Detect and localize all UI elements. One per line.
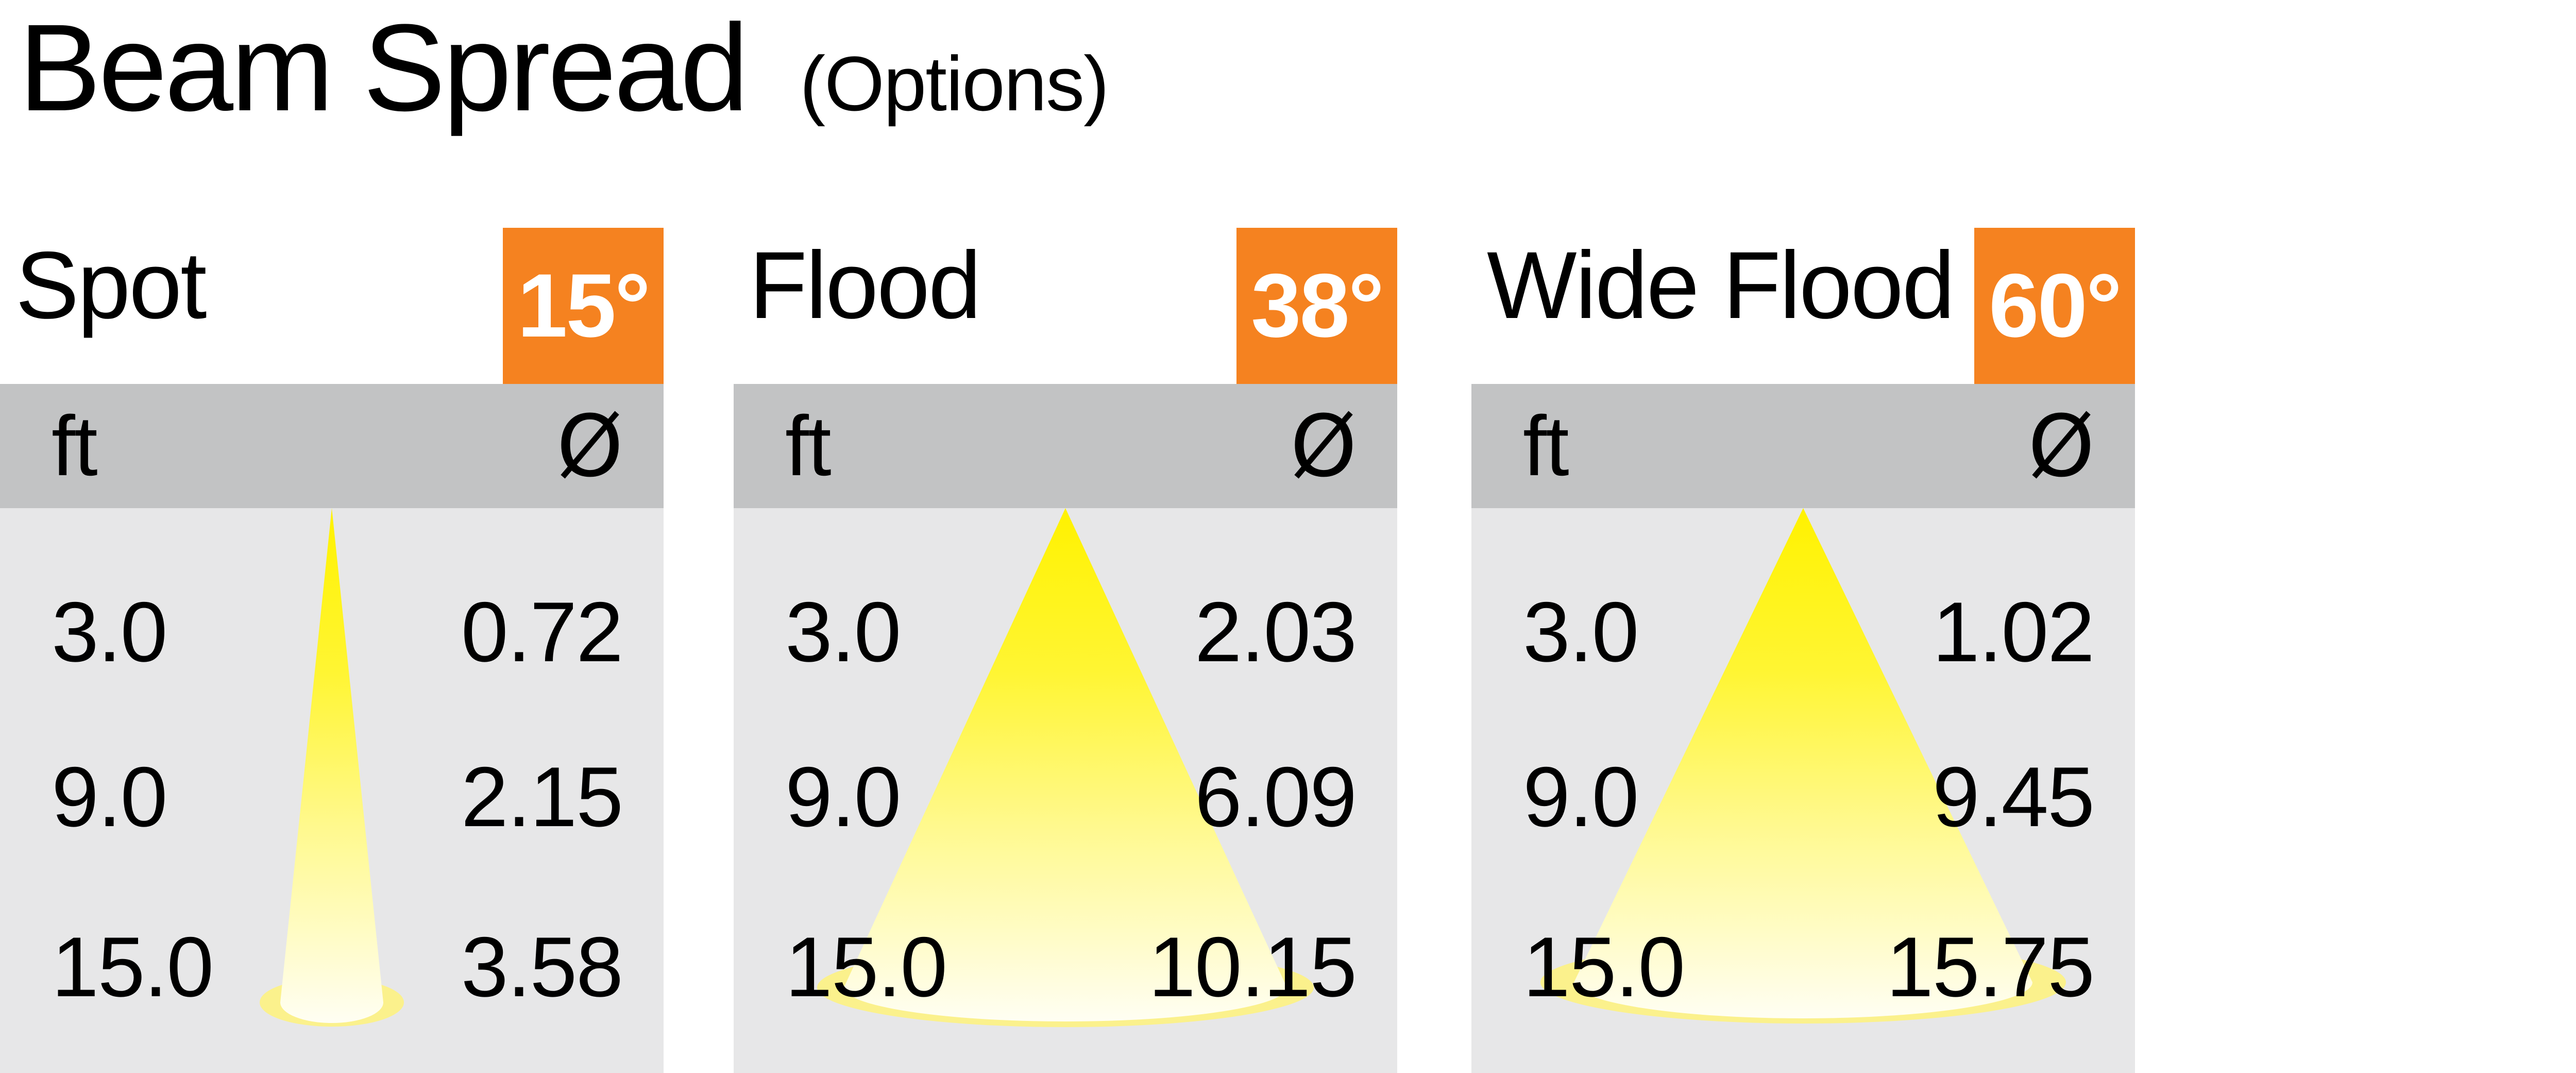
page-title: Beam Spread (Options) — [19, 0, 1109, 139]
beam-angle-badge: 60° — [1974, 228, 2135, 384]
beam-option-name: Flood — [749, 232, 981, 339]
diameter-value: 2.15 — [461, 749, 623, 844]
col-header-diameter: Ø — [2028, 396, 2095, 496]
beam-option-name: Spot — [15, 232, 207, 339]
col-header-diameter: Ø — [556, 396, 623, 496]
distance-value: 3.0 — [785, 584, 901, 679]
table-row: 9.0 2.15 — [0, 749, 664, 844]
beam-cone-illustration-flood — [817, 508, 1314, 1027]
beam-cone-illustration-spot — [260, 508, 404, 1027]
distance-value: 15.0 — [1523, 919, 1685, 1014]
beam-option-section-flood: Flood 38° ft Ø 3.0 2 — [734, 0, 1397, 1073]
distance-value: 9.0 — [52, 749, 167, 844]
beam-option-section-spot: Spot 15° ft Ø 3.0 0. — [0, 0, 664, 1073]
table-header-row: ft Ø — [0, 384, 664, 508]
page-title-qualifier: (Options) — [800, 40, 1109, 127]
beam-option-section-wide-flood: Wide Flood 60° ft Ø 3.0 — [1471, 0, 2135, 1073]
table-row: 15.0 10.15 — [734, 919, 1397, 1014]
diameter-value: 10.15 — [1148, 919, 1357, 1014]
beam-option-name: Wide Flood — [1487, 232, 1955, 339]
col-header-diameter: Ø — [1290, 396, 1357, 496]
light-cone — [280, 508, 383, 1023]
col-header-distance-ft: ft — [785, 398, 832, 493]
table-row: 3.0 0.72 — [0, 584, 664, 679]
distance-value: 15.0 — [52, 919, 214, 1014]
diameter-value: 3.58 — [461, 919, 623, 1014]
diameter-value: 9.45 — [1932, 749, 2095, 844]
distance-value: 9.0 — [1523, 749, 1639, 844]
table-row: 3.0 1.02 — [1471, 584, 2135, 679]
page-title-main: Beam Spread — [19, 0, 749, 137]
table-row: 15.0 3.58 — [0, 919, 664, 1014]
col-header-distance-ft: ft — [52, 398, 98, 493]
beam-table-body: 3.0 0.72 9.0 2.15 15.0 3.58 — [0, 508, 664, 1073]
beam-angle-badge: 15° — [503, 228, 664, 384]
diameter-value: 6.09 — [1194, 749, 1357, 844]
col-header-distance-ft: ft — [1523, 398, 1569, 493]
diameter-value: 0.72 — [461, 584, 623, 679]
beam-table-body: 3.0 1.02 9.0 9.45 15.0 15.75 — [1471, 508, 2135, 1073]
beam-angle-badge: 38° — [1236, 228, 1397, 384]
distance-value: 15.0 — [785, 919, 947, 1014]
beam-table-body: 3.0 2.03 9.0 6.09 15.0 10.15 — [734, 508, 1397, 1073]
diameter-value: 1.02 — [1932, 584, 2095, 679]
table-row: 9.0 9.45 — [1471, 749, 2135, 844]
diameter-value: 15.75 — [1886, 919, 2095, 1014]
distance-value: 3.0 — [52, 584, 167, 679]
distance-value: 9.0 — [785, 749, 901, 844]
distance-value: 3.0 — [1523, 584, 1639, 679]
table-header-row: ft Ø — [734, 384, 1397, 508]
light-cone — [1574, 508, 2032, 1018]
table-row: 15.0 15.75 — [1471, 919, 2135, 1014]
table-row: 3.0 2.03 — [734, 584, 1397, 679]
light-cone — [844, 508, 1287, 1021]
beam-cone-illustration-wide-flood — [1540, 508, 2066, 1024]
table-header-row: ft Ø — [1471, 384, 2135, 508]
table-row: 9.0 6.09 — [734, 749, 1397, 844]
diameter-value: 2.03 — [1194, 584, 1357, 679]
